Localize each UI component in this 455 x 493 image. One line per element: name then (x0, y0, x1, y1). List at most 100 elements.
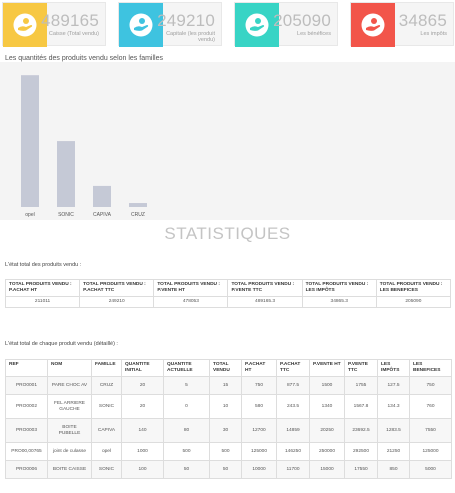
table-cell: 10000 (241, 460, 277, 479)
table-cell: 0 (163, 394, 210, 419)
table-cell: 146250 (276, 442, 310, 461)
card-label: Les bénéfices (297, 31, 331, 37)
table-cell: CRUZ (91, 376, 122, 395)
table-cell: PRO0003 (5, 418, 48, 443)
table-cell: opel (91, 442, 122, 461)
table-cell: SONIC (91, 394, 122, 419)
table-cell: 20250 (309, 418, 345, 443)
table-cell: 11700 (276, 460, 310, 479)
page-title: STATISTIQUES (164, 224, 291, 243)
table-cell: 127.5 (377, 376, 410, 395)
hand-money-icon (13, 13, 37, 37)
card-caisse[interactable]: 489165 Caisse (Total vendu) (2, 2, 106, 47)
table-cell: 20 (121, 376, 164, 395)
table-cell: 243.5 (276, 394, 310, 419)
summary-header: TOTAL PRODUITS VENDU : P.VENTE HT (153, 279, 229, 297)
detail-body: PRO0001 PARE CHOC AV CRUZ 20 5 15 750 877.5 1500… (5, 376, 452, 479)
table-cell: 580 (241, 394, 277, 419)
summary-value: 34865.3 (301, 296, 377, 308)
bar-cruz[interactable] (129, 203, 147, 207)
card-icon-box (351, 3, 395, 47)
table-cell: 1283.5 (377, 418, 410, 443)
stat-cards: 489165 Caisse (Total vendu) 249210 Capit… (0, 0, 455, 48)
bar-chart: opel SONIC CAPIVA CRUZ (0, 62, 455, 220)
card-value: 205090 (273, 11, 331, 30)
detail-header: P.ACHAT TTC (276, 359, 310, 377)
bar-opel[interactable] (21, 75, 39, 207)
table-row[interactable]: PRO00,00765 joint de culasse opel 1000 500 50… (5, 442, 452, 461)
table-row[interactable]: PRO0002 FEL ARRIERE GAUCHE SONIC 20 0 10 580 24… (5, 394, 452, 419)
table-cell: 80 (163, 418, 210, 443)
card-icon-box (235, 3, 279, 47)
table-cell: 850 (377, 460, 410, 479)
summary-value-row: 211011 249210 478053 489165.3 34865.3 20… (4, 296, 452, 308)
table-cell: 5000 (409, 460, 452, 479)
table-cell: PRO0002 (5, 394, 48, 419)
summary-value: 205090 (375, 296, 452, 308)
card-benefices[interactable]: 205090 Les bénéfices (234, 2, 338, 47)
table-cell: PARE CHOC AV (47, 376, 92, 395)
detail-header: P.VENTE TTC (344, 359, 378, 377)
card-impots[interactable]: 34865 Les impôts (350, 2, 454, 47)
table-cell: CAPIVA (91, 418, 122, 443)
table-cell: 292500 (344, 442, 378, 461)
card-icon-box (119, 3, 163, 47)
card-value: 34865 (398, 11, 447, 30)
card-value: 249210 (157, 11, 215, 30)
table-cell: 5 (163, 376, 210, 395)
table-cell: FEL ARRIERE GAUCHE (47, 394, 92, 419)
hand-money-icon (245, 13, 269, 37)
detail-header: REF (5, 359, 48, 377)
table-cell: 1567.8 (344, 394, 378, 419)
bar-sonic[interactable] (57, 141, 75, 207)
table-cell: 15 (209, 376, 242, 395)
summary-value: 211011 (4, 296, 81, 308)
detail-header: QUANTITE INITIAL (121, 359, 164, 377)
hand-money-icon (129, 13, 153, 37)
table-cell: 250000 (309, 442, 345, 461)
detail-header: TOTAL VENDU (209, 359, 242, 377)
table-cell: PRO0006 (5, 460, 48, 479)
x-tick-label: SONIC (58, 212, 74, 218)
table-cell: 750 (409, 376, 452, 395)
hand-money-icon (361, 13, 385, 37)
card-icon-box (3, 3, 47, 47)
table-cell: 17550 (344, 460, 378, 479)
x-tick-label: CAPIVA (93, 212, 112, 218)
card-label: Les impôts (420, 31, 447, 37)
table-cell: 500 (209, 442, 242, 461)
detail-table: REF NOM FAMILLE QUANTITE INITIAL QUANTITE AC… (5, 359, 452, 479)
summary-header: TOTAL PRODUITS VENDU : LES BENEFICES (375, 279, 452, 297)
detail-header-row: REF NOM FAMILLE QUANTITE INITIAL QUANTITE AC… (5, 359, 452, 377)
table-cell: 1755 (344, 376, 378, 395)
card-label: Caisse (Total vendu) (48, 31, 99, 37)
summary-value: 489165.3 (227, 296, 303, 308)
detail-header: P.ACHAT HT (241, 359, 277, 377)
detail-header: P.VENTE HT (309, 359, 345, 377)
table-cell: 23692.5 (344, 418, 378, 443)
table-cell: joint de culasse (47, 442, 92, 461)
table-cell: 7550 (409, 418, 452, 443)
table-cell: 140 (121, 418, 164, 443)
table-cell: 1000 (121, 442, 164, 461)
table-cell: 760 (409, 394, 452, 419)
table-row[interactable]: PRO0001 PARE CHOC AV CRUZ 20 5 15 750 877.5 1500… (5, 376, 452, 395)
table-cell: 12700 (241, 418, 277, 443)
table-cell: 877.5 (276, 376, 310, 395)
table-cell: 10 (209, 394, 242, 419)
table-cell: 50 (163, 460, 210, 479)
table-row[interactable]: PRO0003 BOITE PUBELLE CAPIVA 140 80 30 12700 14… (5, 418, 452, 443)
detail-label: L'état total de chaque produit vendu (dé… (5, 341, 118, 347)
table-cell: 30 (209, 418, 242, 443)
card-capitale[interactable]: 249210 Capitale (les produit vendu) (118, 2, 222, 47)
table-cell: 125000 (241, 442, 277, 461)
summary-label: L'état total des produits vendu : (5, 262, 82, 268)
table-row[interactable]: PRO0006 BOITE CAISSE SONIC 100 50 50 10000 1170… (5, 460, 452, 479)
summary-header: TOTAL PRODUITS VENDU : P.ACHAT TTC (79, 279, 155, 297)
table-cell: 125000 (409, 442, 452, 461)
card-value: 489165 (41, 11, 99, 30)
summary-header-row: TOTAL PRODUITS VENDU : P.ACHAT HT TOTAL … (4, 279, 452, 297)
bar-capiva[interactable] (93, 185, 111, 207)
table-cell: PRO0001 (5, 376, 48, 395)
table-cell: 750 (241, 376, 277, 395)
